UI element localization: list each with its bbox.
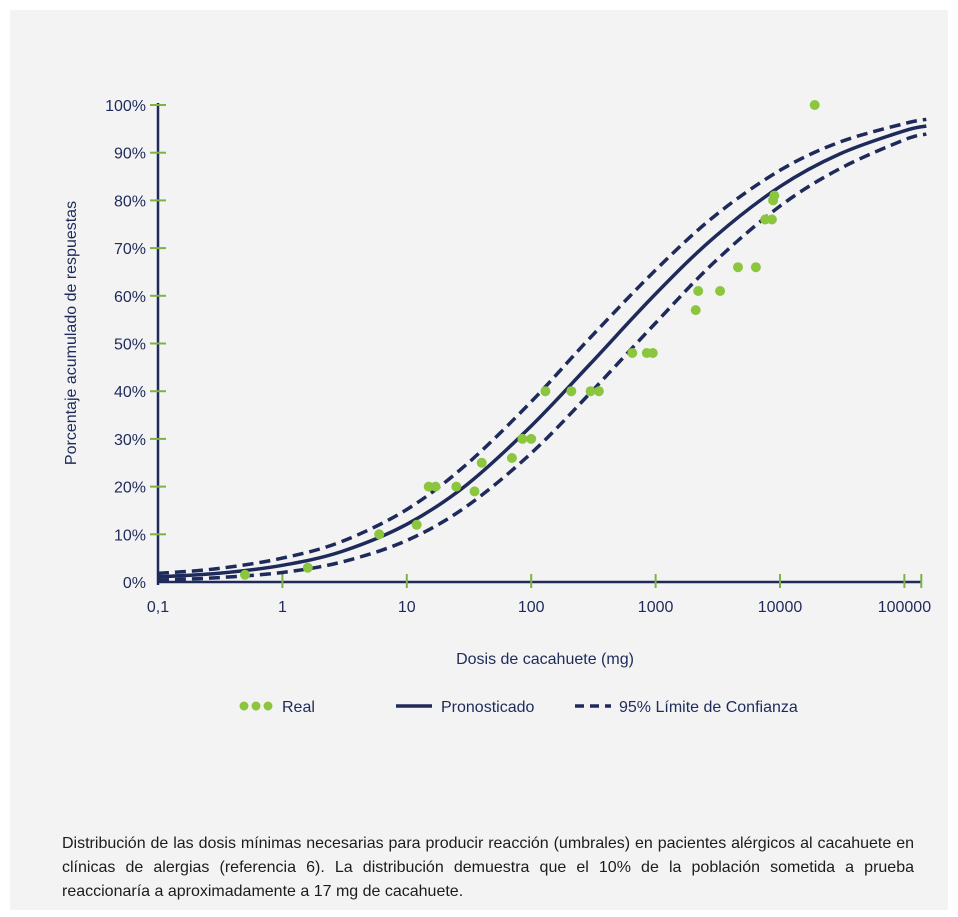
data-point (451, 481, 462, 492)
data-point (593, 386, 604, 397)
data-point (585, 386, 596, 397)
data-point (476, 457, 487, 468)
x-tick-label: 10000 (758, 599, 803, 616)
chart-points (240, 100, 820, 580)
legend-item-real: Real (239, 699, 315, 716)
y-tick-label: 30% (114, 432, 146, 449)
legend-real-marker-dot (251, 701, 261, 711)
x-tick-label: 100 (518, 599, 545, 616)
legend: Real Pronosticado 95% Límite de Confianz… (239, 699, 798, 716)
y-tick-label: 90% (114, 146, 146, 163)
data-point (693, 286, 704, 296)
y-tick-label: 60% (114, 289, 146, 306)
y-tick-label: 40% (114, 384, 146, 401)
data-point (374, 529, 385, 540)
x-tick-label: 10 (398, 599, 416, 616)
x-tick-label: 1 (278, 599, 287, 616)
data-point (627, 348, 638, 358)
x-axis-title: Dosis de cacahuete (mg) (456, 651, 634, 668)
chart-ticks: 0% 10% 20% 30% 40% 50% 60% 70% 80% 90% 100% 0,1 1 10 1… (105, 98, 931, 616)
legend-label-predicted: Pronosticado (441, 699, 534, 716)
data-point (750, 262, 761, 273)
legend-label-confidence: 95% Límite de Confianza (619, 699, 798, 716)
y-tick-label: 0% (123, 575, 146, 592)
data-point (469, 486, 480, 497)
chart-axes (156, 103, 922, 585)
chart-lines (157, 117, 927, 582)
predicted-line (157, 124, 927, 579)
data-point (540, 386, 551, 397)
data-point (766, 214, 777, 225)
data-point (411, 519, 422, 530)
y-tick-label: 100% (105, 98, 146, 115)
figure-caption: Distribución de las dosis mínimas necesa… (62, 835, 914, 900)
y-tick-label: 70% (114, 241, 146, 258)
x-tick-label: 0,1 (147, 599, 169, 616)
legend-item-confidence: 95% Límite de Confianza (575, 699, 798, 716)
y-tick-label: 80% (114, 193, 146, 210)
data-point (769, 190, 780, 201)
data-point (430, 481, 441, 492)
data-point (302, 562, 313, 573)
y-tick-label: 50% (114, 337, 146, 354)
data-point (506, 453, 517, 463)
confidence-limit-line (157, 132, 927, 582)
data-point (733, 262, 743, 273)
x-tick-label: 1000 (638, 599, 674, 616)
x-tick-label: 100000 (878, 599, 931, 616)
data-point (240, 569, 250, 580)
confidence-limit-line (157, 117, 927, 576)
data-point (566, 386, 577, 397)
data-point (526, 433, 537, 444)
data-point (715, 286, 726, 296)
y-tick-label: 10% (114, 527, 146, 544)
data-point (517, 433, 528, 444)
legend-real-marker-dot (239, 701, 249, 711)
legend-item-predicted: Pronosticado (396, 699, 534, 716)
legend-real-marker-dot (263, 701, 273, 711)
y-tick-label: 20% (114, 480, 146, 497)
data-point (647, 348, 658, 358)
data-point (809, 100, 820, 110)
data-point (690, 305, 701, 316)
legend-label-real: Real (282, 699, 315, 716)
y-axis-title: Porcentaje acumulado de respuestas (63, 201, 80, 465)
